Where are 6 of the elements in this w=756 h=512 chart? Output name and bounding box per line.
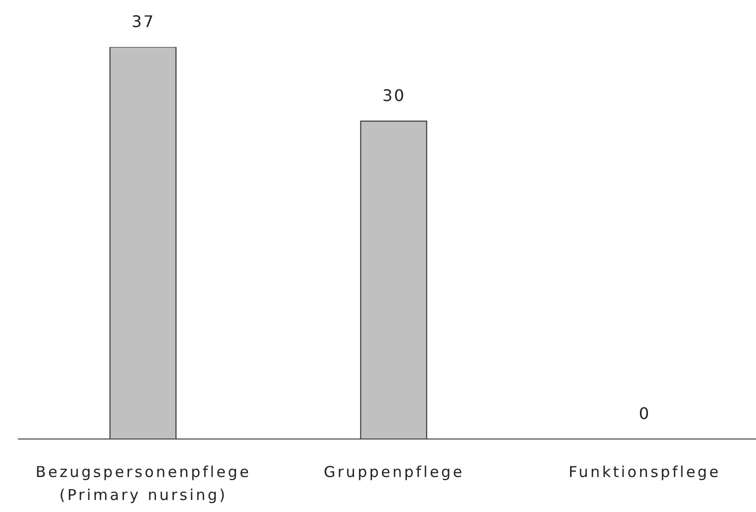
x-tick-label: Bezugspersonenpflege (Primary nursing) <box>36 463 252 504</box>
data-label: 30 <box>382 86 406 106</box>
x-tick-label: Funktionspflege <box>568 463 721 481</box>
data-label: 37 <box>132 12 156 31</box>
x-tick-label: Gruppenpflege <box>324 463 464 481</box>
data-label: 0 <box>638 404 651 423</box>
